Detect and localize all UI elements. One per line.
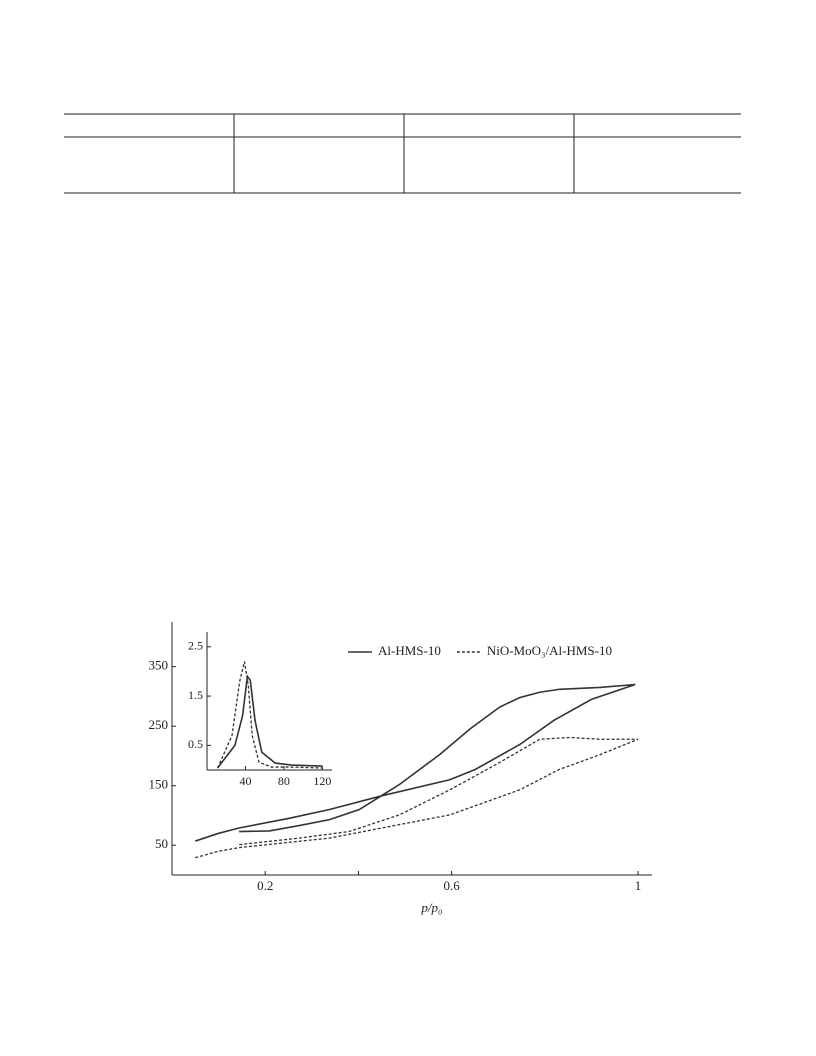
x-axis-label: p/p₀ [420,900,442,915]
y-tick-label: 50 [155,836,168,851]
table [64,113,741,194]
series-line [216,661,323,769]
x-tick-label: 0.2 [257,878,273,893]
legend-label: NiO-MoO₃/Al-HMS-10 [487,643,612,658]
y-tick-label: 1.5 [188,688,203,702]
y-tick-label: 150 [149,777,169,792]
x-tick-label: 0.6 [443,878,460,893]
series-line [216,674,323,769]
x-tick-label: 80 [278,774,290,788]
series-line [195,683,636,842]
y-tick-label: 350 [149,658,169,673]
series-line [195,736,639,859]
x-tick-label: 40 [239,774,251,788]
legend-label: Al-HMS-10 [378,643,441,658]
x-tick-label: 120 [313,774,331,788]
x-tick-label: 1 [635,878,642,893]
y-tick-label: 0.5 [188,737,203,751]
y-tick-label: 250 [149,717,169,732]
y-tick-label: 2.5 [188,639,203,653]
